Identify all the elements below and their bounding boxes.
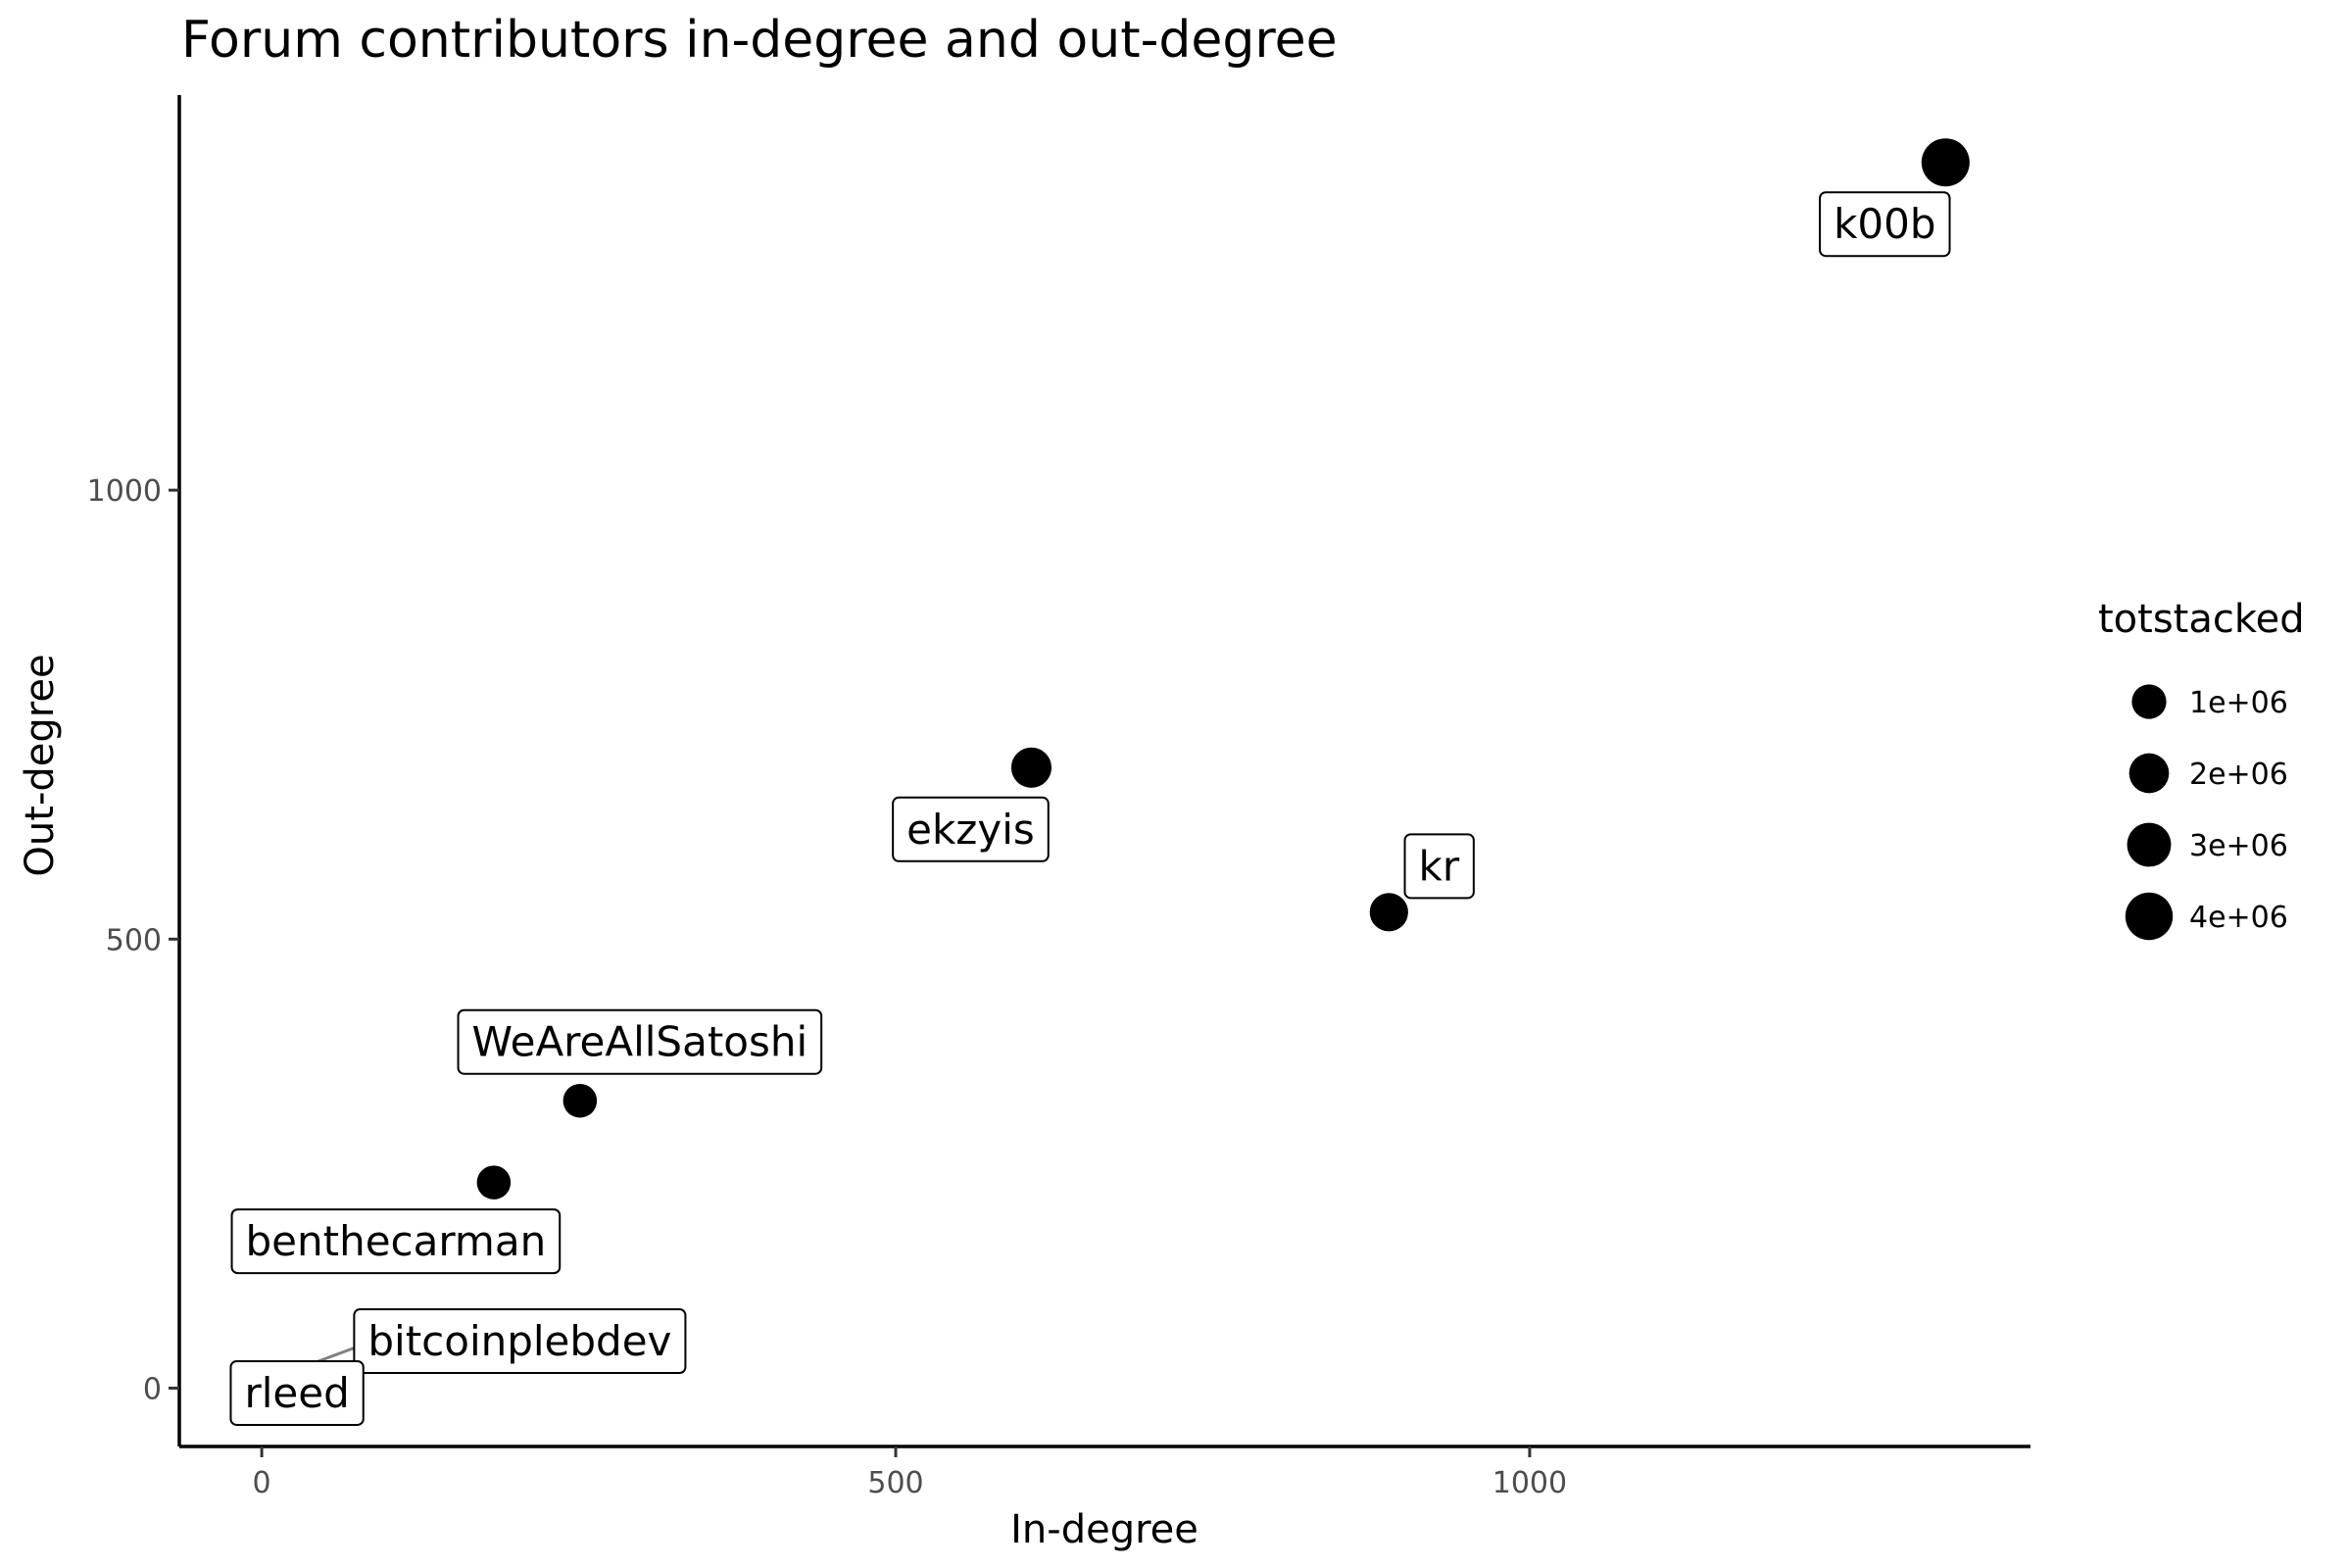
y-tick-label: 500 bbox=[106, 923, 162, 957]
point-label-text: rleed bbox=[244, 1369, 349, 1417]
x-ticks: 0 500 1000 bbox=[253, 1446, 1567, 1500]
legend-key-point bbox=[2128, 753, 2170, 794]
legend-label: 4e+06 bbox=[2189, 901, 2288, 935]
point-label-box bbox=[892, 796, 1050, 862]
chart-title: Forum contributors in-degree and out-deg… bbox=[181, 11, 1338, 70]
point-label-box bbox=[1403, 833, 1475, 900]
x-tick-label: 1000 bbox=[1492, 1466, 1567, 1500]
size-legend: totstacked 1e+06 2e+06 3e+06 4e+06 bbox=[2098, 597, 2305, 941]
y-axis-title: Out-degree bbox=[18, 654, 63, 876]
legend-label: 1e+06 bbox=[2189, 686, 2288, 720]
x-tick-label: 500 bbox=[867, 1466, 923, 1500]
point-label: WeAreAllSatoshi bbox=[457, 1008, 823, 1075]
point-label: k00b bbox=[1819, 191, 1951, 258]
y-ticks: 0 500 1000 bbox=[87, 474, 179, 1406]
plot-area: 0 500 1000 0 500 1000 k00b ekzyis kr WeAreAllSa… bbox=[87, 95, 2030, 1500]
point-label-box bbox=[457, 1008, 823, 1075]
legend-item: 1e+06 bbox=[2131, 684, 2288, 720]
point-label: kr bbox=[1403, 833, 1475, 900]
y-tick-label: 1000 bbox=[87, 474, 162, 509]
point-label-text: WeAreAllSatoshi bbox=[472, 1018, 808, 1066]
legend-key-point bbox=[2125, 892, 2174, 941]
point-label-box bbox=[1819, 191, 1951, 258]
legend-key-point bbox=[2131, 684, 2167, 719]
y-tick-label: 0 bbox=[143, 1372, 162, 1406]
point-label: benthecarman bbox=[230, 1208, 562, 1275]
point-label-box bbox=[229, 1359, 365, 1426]
point-label-box bbox=[353, 1308, 687, 1375]
point-label-text: bitcoinplebdev bbox=[367, 1317, 671, 1365]
data-point bbox=[1921, 138, 1970, 187]
legend-items: 1e+06 2e+06 3e+06 4e+06 bbox=[2125, 684, 2288, 941]
data-point bbox=[563, 1083, 598, 1118]
legend-label: 2e+06 bbox=[2189, 758, 2288, 792]
point-label-text: kr bbox=[1419, 842, 1460, 890]
data-point bbox=[1010, 747, 1052, 788]
data-point bbox=[1369, 893, 1408, 932]
point-label: ekzyis bbox=[892, 796, 1050, 862]
data-point bbox=[476, 1165, 512, 1200]
legend-item: 3e+06 bbox=[2127, 822, 2288, 867]
point-labels: k00b ekzyis kr WeAreAllSatoshi benthecarman b… bbox=[229, 191, 1951, 1426]
point-label-text: ekzyis bbox=[906, 806, 1035, 854]
data-points bbox=[476, 138, 1970, 1200]
legend-title: totstacked bbox=[2098, 597, 2305, 642]
legend-label: 3e+06 bbox=[2189, 829, 2288, 863]
legend-key-point bbox=[2127, 822, 2172, 867]
legend-item: 4e+06 bbox=[2125, 892, 2288, 941]
x-axis-title: In-degree bbox=[1010, 1507, 1198, 1552]
point-label-text: k00b bbox=[1834, 200, 1935, 248]
point-label-text: benthecarman bbox=[246, 1217, 547, 1265]
point-label: bitcoinplebdev bbox=[353, 1308, 687, 1375]
legend-item: 2e+06 bbox=[2128, 753, 2288, 794]
x-tick-label: 0 bbox=[253, 1466, 271, 1500]
point-label: rleed bbox=[229, 1359, 365, 1426]
point-label-box bbox=[230, 1208, 562, 1275]
